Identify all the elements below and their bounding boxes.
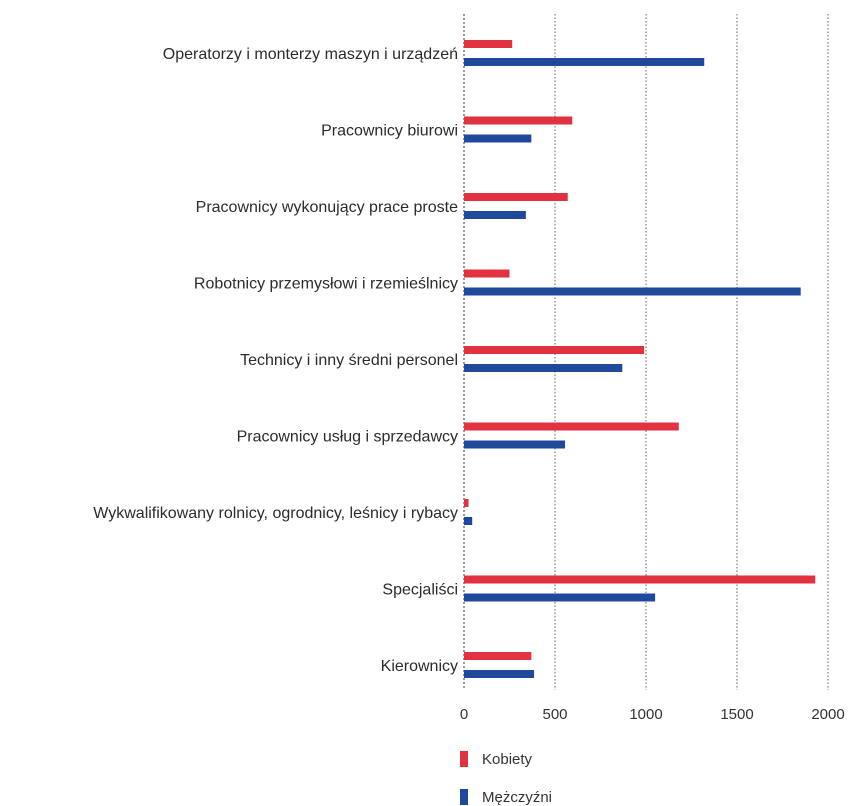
legend-label: Kobiety <box>482 751 533 768</box>
bar-kobiety <box>464 499 469 507</box>
x-tick-label: 2000 <box>811 706 844 723</box>
bar-kobiety <box>464 269 510 278</box>
legend-label: Mężczyźni <box>482 789 552 806</box>
x-axis-ticks: 0 500 1000 1500 2000 <box>460 706 845 723</box>
bar-kobiety <box>464 575 816 584</box>
bar-mezczyzni <box>464 58 705 66</box>
bar-mezczyzni <box>464 287 801 296</box>
category-label: Robotnicy przemysłowi i rzemieślnicy <box>194 276 458 293</box>
category-label: Technicy i inny średni personel <box>240 352 458 369</box>
bar-mezczyzni <box>464 670 535 678</box>
bar-mezczyzni <box>464 134 532 143</box>
x-tick-label: 500 <box>542 706 567 723</box>
legend-swatch <box>460 789 468 805</box>
bar-mezczyzni <box>464 593 656 602</box>
bar-mezczyzni <box>464 211 526 219</box>
category-label: Operatorzy i monterzy maszyn i urządzeń <box>163 46 458 63</box>
bars <box>464 40 816 678</box>
category-label: Pracownicy wykonujący prace proste <box>196 199 458 216</box>
bar-kobiety <box>464 40 513 48</box>
bar-mezczyzni <box>464 440 566 449</box>
legend-swatch <box>460 751 468 767</box>
category-label: Kierownicy <box>381 658 458 675</box>
bar-mezczyzni <box>464 517 473 525</box>
bar-mezczyzni <box>464 364 623 372</box>
bar-kobiety <box>464 116 573 125</box>
bar-kobiety <box>464 193 568 201</box>
category-label: Specjaliści <box>382 582 458 599</box>
category-labels: Operatorzy i monterzy maszyn i urządzeń P… <box>93 46 458 675</box>
bar-kobiety <box>464 346 645 354</box>
category-label: Wykwalifikowany rolnicy, ogrodnicy, leśn… <box>93 505 458 522</box>
category-label: Pracownicy usług i sprzedawcy <box>237 429 458 446</box>
bar-kobiety <box>464 422 679 431</box>
x-tick-label: 0 <box>460 706 468 723</box>
x-tick-label: 1500 <box>720 706 753 723</box>
bar-kobiety <box>464 652 532 660</box>
category-label: Pracownicy biurowi <box>321 123 458 140</box>
x-tick-label: 1000 <box>629 706 662 723</box>
legend: Kobiety Mężczyźni <box>460 751 552 806</box>
